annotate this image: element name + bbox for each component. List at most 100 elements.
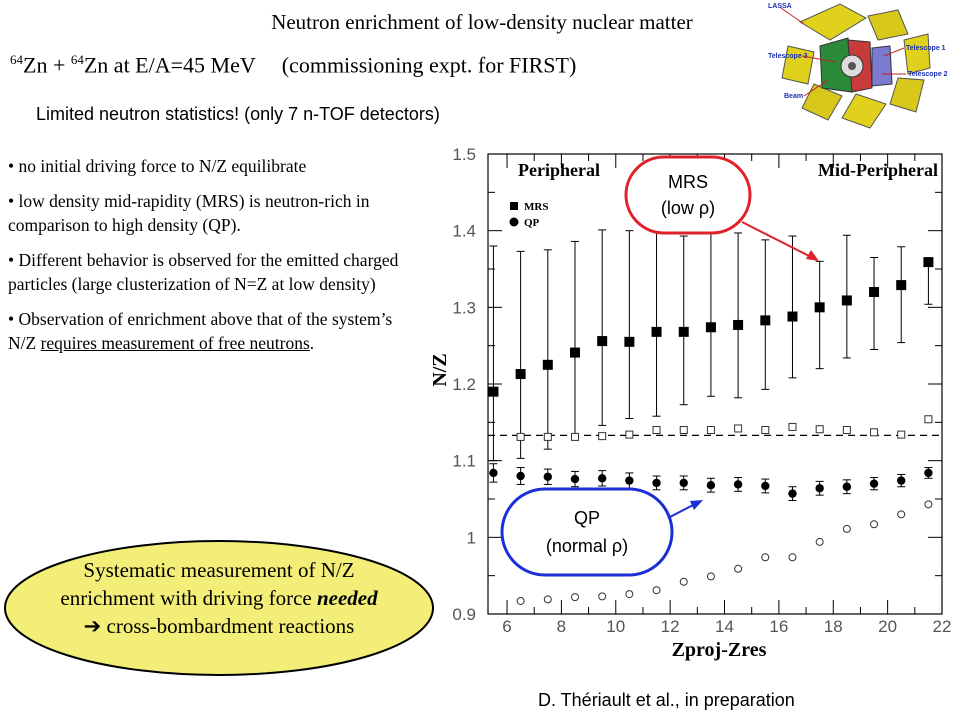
open-circle-point [516, 596, 525, 605]
mrs-point [923, 257, 934, 268]
qp-point [897, 476, 906, 485]
mrs-callout-circle [624, 155, 752, 235]
y-tick-label: 1.4 [452, 222, 476, 241]
open-circle-point [706, 572, 715, 581]
mrs-point [569, 347, 580, 358]
statistics-note: Limited neutron statistics! (only 7 n-TO… [36, 104, 440, 124]
qp-point [597, 474, 607, 483]
mrs-point [787, 311, 798, 322]
subtitle-text: Zn at E/A=45 MeV [83, 52, 256, 78]
open-square-point [761, 426, 770, 434]
x-tick-label: 6 [502, 617, 511, 636]
open-square-point [516, 432, 525, 441]
legend-label-mrs: MRS [524, 201, 548, 213]
mrs-point [624, 336, 635, 347]
y-axis-title: N/Z [429, 353, 451, 386]
open-circle-point [897, 510, 906, 519]
credit-text: D. Thériault et al., in preparation [538, 690, 795, 710]
mrs-point [733, 319, 744, 330]
x-tick-label: 18 [824, 617, 843, 636]
x-tick-label: 12 [661, 617, 680, 636]
y-tick-label: 1.1 [452, 452, 476, 471]
qp-point [761, 481, 770, 491]
qp-callout-sublabel: (normal ρ) [546, 536, 628, 556]
qp-point [679, 478, 688, 488]
y-tick-label: 1.2 [452, 375, 476, 394]
open-circle-point [842, 524, 851, 533]
conclusion-bubble [4, 540, 434, 676]
mrs-point [488, 386, 499, 397]
bullet-item: • Different behavior is observed for the… [8, 250, 399, 294]
subtitle-note: (commissioning expt. for FIRST) [281, 52, 577, 78]
qp-point [733, 480, 743, 489]
mrs-point [515, 369, 526, 380]
detector-array-icon [781, 3, 931, 129]
mrs-point [542, 359, 553, 370]
conclusion-line: ➔ cross-bombardment reactions [83, 614, 355, 638]
detector-label: LASSA [768, 3, 792, 10]
open-square-point [815, 425, 824, 434]
mrs-callout-arrowhead [806, 250, 819, 261]
open-circle-point [924, 500, 933, 509]
open-circle-point [788, 553, 797, 562]
open-circle-point [815, 537, 824, 546]
open-square-point [897, 430, 906, 439]
mrs-point [841, 295, 852, 306]
qp-point [652, 478, 661, 488]
right-arrow-icon: ➔ [83, 614, 102, 638]
bullet-item: • Observation of enrichment above that o… [8, 309, 393, 353]
mrs-point [869, 287, 880, 297]
qp-callout-arrowhead [690, 500, 703, 510]
x-axis-title: Zproj-Zres [672, 639, 767, 661]
y-tick-label: 1 [467, 528, 476, 547]
detector-label: Telescope 1 [906, 45, 946, 52]
slide-title: Neutron enrichment of low-density nuclea… [271, 10, 693, 34]
qp-point [842, 482, 852, 491]
mass-number: 64 [70, 52, 84, 67]
conclusion-line: Systematic measurement of N/Z [83, 558, 355, 582]
qp-point [706, 481, 716, 490]
open-square-point [570, 432, 579, 441]
legend-marker-mrs [510, 202, 518, 210]
open-circle-point [679, 577, 688, 586]
open-square-point [788, 422, 797, 431]
qp-point [924, 468, 933, 478]
y-tick-label: 1.5 [452, 145, 476, 164]
x-tick-label: 14 [715, 617, 734, 636]
qp-point [489, 468, 498, 478]
detector-label: Beam [784, 93, 803, 100]
open-square-point [842, 426, 851, 434]
qp-point [869, 479, 879, 488]
open-circle-point [625, 590, 634, 599]
bullet-list: • no initial driving force to N/Z equili… [8, 154, 408, 366]
x-tick-label: 20 [878, 617, 897, 636]
open-square-point [870, 428, 879, 437]
legend-label-qp: QP [524, 217, 540, 229]
nz-chart: 0.9 1 1.1 1.2 1.3 1.4 1.5 6 8 10 12 14 16 18 20 22 Zproj… [429, 145, 951, 661]
detector-illustration: LASSA Telescope 1 Telescope 3 Telescope … [768, 3, 948, 129]
x-tick-label: 10 [606, 617, 625, 636]
detector-label: Telescope 2 [908, 71, 948, 78]
mrs-point [597, 336, 608, 347]
mrs-point [678, 326, 689, 337]
subtitle-text: Zn + [23, 52, 71, 78]
open-square-point [679, 426, 688, 434]
mass-number: 64 [10, 52, 23, 67]
legend-marker-qp [509, 217, 519, 227]
y-tick-label: 0.9 [452, 605, 476, 624]
open-circle-point [652, 586, 661, 595]
region-label-peripheral: Peripheral [518, 160, 600, 180]
conclusion-line: enrichment with driving force needed [60, 586, 378, 610]
open-circle-point [598, 592, 607, 601]
conclusion-text: Systematic measurement of N/Z enrichment… [2, 556, 436, 640]
open-circle-point [761, 553, 770, 562]
open-square-point [625, 430, 634, 439]
mrs-callout-arrow [741, 221, 814, 259]
mrs-point [705, 322, 716, 333]
qp-point [570, 474, 580, 484]
open-circle-point [570, 593, 579, 602]
qp-callout-label: QP [574, 508, 600, 528]
slide-subtitle: 64Zn + 64Zn at E/A=45 MeV (commissioning … [10, 52, 576, 78]
x-tick-label: 8 [557, 617, 566, 636]
open-circle-point [734, 564, 743, 573]
